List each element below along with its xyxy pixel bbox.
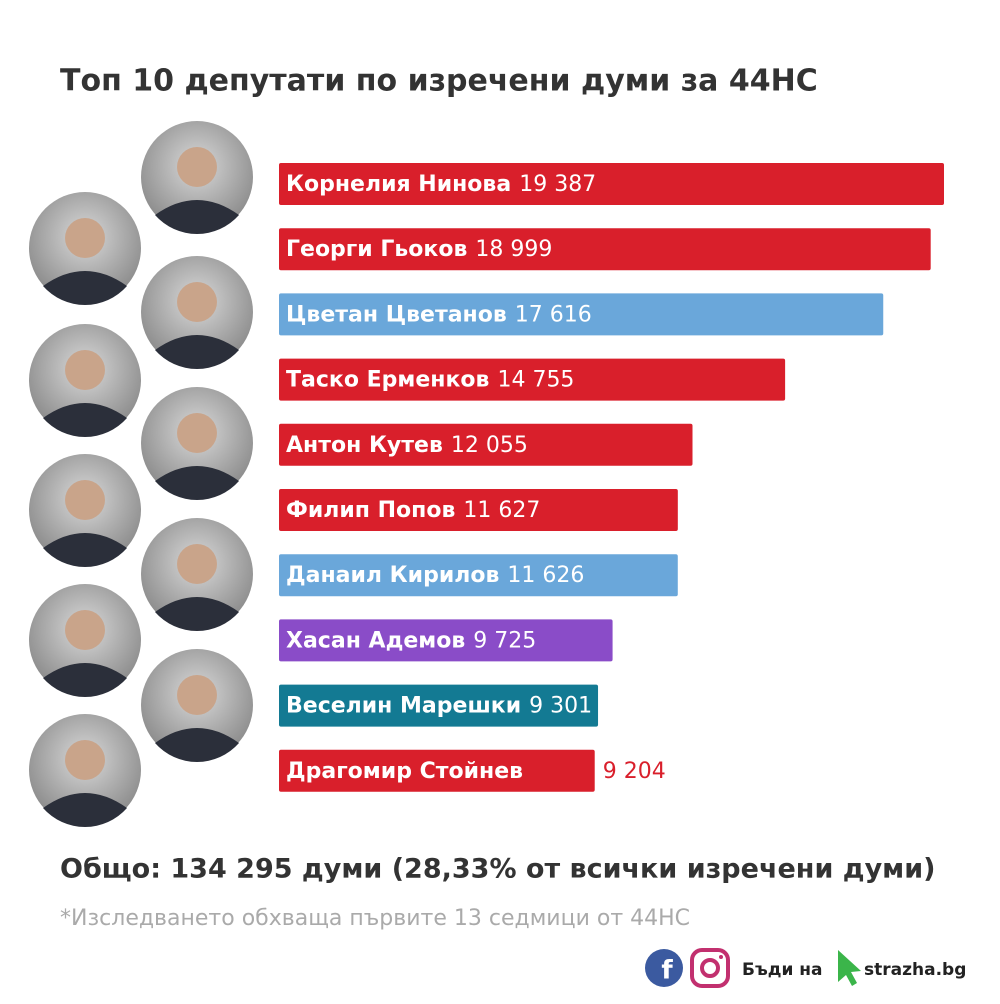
portrait-face (65, 218, 105, 258)
cursor-icon (838, 950, 861, 986)
portrait-suit (155, 728, 239, 762)
photos (29, 121, 253, 827)
category-label: Георги Гьоков (286, 237, 467, 262)
value-label: 14 755 (497, 368, 574, 393)
bar (279, 358, 786, 401)
category-label: Данаил Кирилов (286, 563, 499, 588)
value-label: 9 204 (603, 759, 666, 784)
portrait-suit (43, 793, 127, 827)
portrait-face (65, 350, 105, 390)
bar (279, 619, 613, 662)
value-label: 9 725 (473, 628, 536, 653)
portrait-suit (155, 335, 239, 369)
bar (279, 749, 595, 792)
category-label: Филип Попов (286, 498, 455, 523)
portrait-suit (155, 466, 239, 500)
svg-text:f: f (661, 956, 673, 986)
instagram-icon[interactable] (690, 948, 730, 988)
portrait-face (65, 480, 105, 520)
portrait-face (65, 740, 105, 780)
category-label: Веселин Марешки (286, 694, 521, 719)
portrait-face (177, 675, 217, 715)
value-label: 19 387 (519, 172, 596, 197)
category-label: Антон Кутев (286, 433, 443, 458)
portrait-suit (43, 403, 127, 437)
bar (279, 489, 678, 531)
bar (279, 228, 931, 271)
bar (279, 554, 678, 597)
value-label: 9 301 (529, 694, 592, 719)
facebook-icon[interactable]: f (645, 949, 683, 987)
portrait-suit (155, 200, 239, 234)
value-label: 17 616 (515, 302, 592, 327)
total: Общо: 134 295 думи (28,33% от всички изр… (60, 854, 936, 885)
bar (279, 684, 599, 727)
chart-title: Топ 10 депутати по изречени думи за 44НС (60, 64, 818, 99)
portrait-face (177, 282, 217, 322)
category-label: Цветан Цветанов (286, 302, 507, 327)
portrait-face (177, 147, 217, 187)
portrait-face (177, 413, 217, 453)
portrait-suit (43, 271, 127, 305)
value-label: 18 999 (475, 237, 552, 262)
portrait-face (65, 610, 105, 650)
portrait-suit (43, 663, 127, 697)
brand-prefix: Бъди на (742, 960, 823, 980)
note: *Изследването обхваща първите 13 седмици… (60, 906, 690, 931)
value-label: 12 055 (451, 433, 528, 458)
bar (279, 163, 944, 205)
category-label: Драгомир Стойнев (286, 759, 523, 784)
brand-site[interactable]: strazha.bg (864, 960, 966, 980)
category-label: Корнелия Нинова (286, 172, 511, 197)
category-label: Хасан Адемов (286, 628, 465, 653)
category-label: Таско Ерменков (286, 368, 489, 393)
portrait-suit (155, 597, 239, 631)
value-label: 11 626 (507, 563, 584, 588)
portrait-suit (43, 533, 127, 567)
portrait-face (177, 544, 217, 584)
value-label: 11 627 (463, 498, 540, 523)
bar (279, 293, 884, 336)
bar (279, 423, 693, 466)
